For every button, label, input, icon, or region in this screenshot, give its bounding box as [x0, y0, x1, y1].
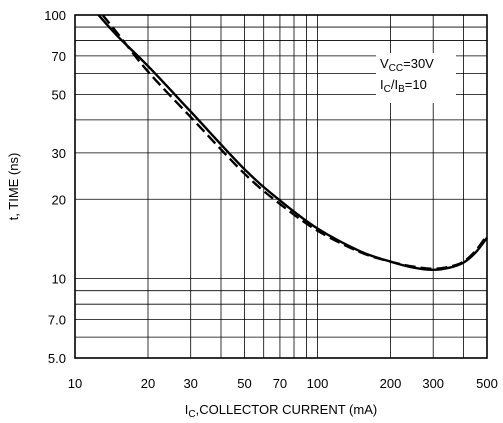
y-tick-label: 5.0	[48, 351, 66, 366]
annotation-line: VCC=30V	[380, 56, 434, 74]
plot-frame	[74, 14, 488, 359]
series-line-dashed	[101, 14, 488, 271]
x-tick-label: 70	[273, 376, 287, 391]
y-tick-label: 30	[52, 146, 66, 161]
x-tick-label: 300	[422, 376, 444, 391]
x-axis-label-sub: C	[188, 409, 195, 420]
annotation-text: I	[380, 77, 384, 92]
x-tick-label: 20	[141, 376, 155, 391]
y-tick-label: 100	[44, 8, 66, 23]
x-tick-label: 30	[183, 376, 197, 391]
y-tick-label: 20	[52, 192, 66, 207]
y-tick-label: 10	[52, 272, 66, 287]
annotation: VCC=30V IC/IB=10	[380, 56, 434, 95]
annotation-box	[376, 53, 456, 103]
annotation-text: =30V	[403, 56, 434, 71]
curves	[97, 14, 488, 272]
y-tick-labels: 5.0 7.0 10 20 30 50 70 100	[44, 8, 66, 366]
x-axis-label-main: I	[185, 402, 189, 417]
annotation-line: IC/IB=10	[380, 77, 427, 95]
y-axis-label: t, TIME (ns)	[6, 153, 21, 221]
x-tick-label: 10	[68, 376, 82, 391]
x-tick-label: 200	[380, 376, 402, 391]
x-tick-label: 500	[476, 376, 498, 391]
annotation-subscript: C	[384, 84, 391, 95]
x-tick-label: 50	[237, 376, 251, 391]
annotation-text: /I	[391, 77, 398, 92]
x-tick-label: 100	[307, 376, 329, 391]
annotation-text: =10	[405, 77, 427, 92]
x-axis-label: IC,COLLECTOR CURRENT (mA)	[185, 402, 377, 420]
y-tick-label: 7.0	[48, 312, 66, 327]
annotation-subscript: B	[398, 84, 405, 95]
annotation-text: V	[380, 56, 389, 71]
x-axis-label-rest: ,COLLECTOR CURRENT (mA)	[196, 402, 378, 417]
annotation-subscript: CC	[389, 63, 403, 74]
y-tick-label: 70	[52, 49, 66, 64]
x-tick-labels: 10 20 30 50 70 100 200 300 500	[68, 376, 498, 391]
y-tick-label: 50	[52, 87, 66, 102]
